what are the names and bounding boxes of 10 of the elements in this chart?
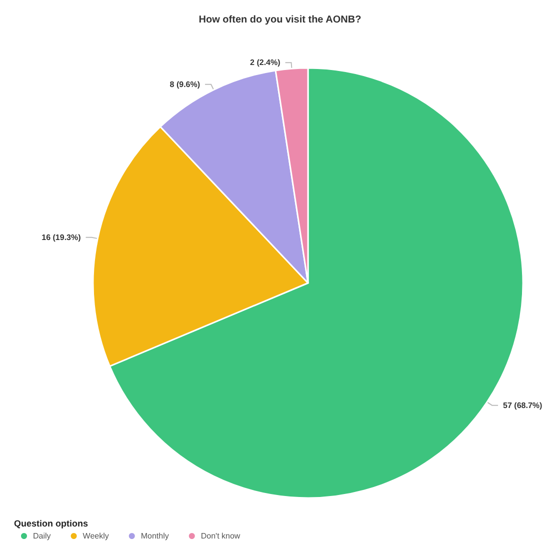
data-label: 57 (68.7%): [503, 400, 543, 410]
data-label: 16 (19.3%): [42, 232, 82, 242]
legend-label: Monthly: [140, 532, 169, 540]
legend-label: Don't know: [200, 532, 240, 540]
chart-title: How often do you visit the AONB?: [198, 14, 362, 26]
legend-label: Weekly: [82, 532, 109, 540]
legend-label: Daily: [33, 532, 51, 540]
legend-title: Question options: [14, 518, 88, 528]
data-label: 2 (2.4%): [250, 58, 281, 68]
data-label: 8 (9.6%): [170, 80, 200, 89]
